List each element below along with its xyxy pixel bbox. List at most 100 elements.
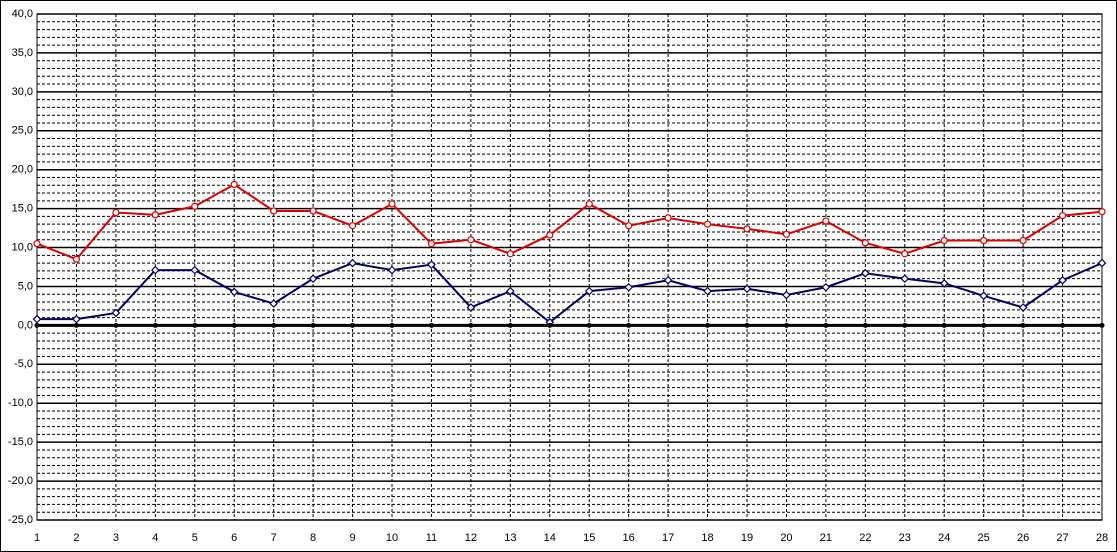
x-tick-label: 10 bbox=[386, 532, 398, 544]
x-tick-label: 26 bbox=[1017, 532, 1029, 544]
point-marker bbox=[229, 287, 239, 297]
point-marker bbox=[269, 299, 279, 308]
point-marker bbox=[350, 322, 356, 328]
point-marker bbox=[111, 308, 121, 318]
point-marker bbox=[744, 322, 750, 328]
x-tick-label: 8 bbox=[310, 532, 316, 544]
x-tick-label: 17 bbox=[662, 532, 674, 544]
x-tick-label: 2 bbox=[73, 532, 79, 544]
point-marker bbox=[822, 217, 830, 225]
point-marker bbox=[427, 240, 436, 248]
point-marker bbox=[32, 314, 42, 324]
point-marker bbox=[112, 208, 120, 217]
point-marker bbox=[387, 265, 397, 275]
point-marker bbox=[466, 303, 476, 312]
y-tick-label: -5,0 bbox=[14, 358, 33, 370]
x-tick-label: 14 bbox=[544, 532, 556, 544]
x-tick-label: 22 bbox=[859, 532, 871, 544]
point-marker bbox=[1060, 322, 1066, 328]
point-marker bbox=[34, 322, 40, 328]
point-marker bbox=[1098, 208, 1106, 216]
point-marker bbox=[546, 231, 554, 239]
point-marker bbox=[705, 322, 711, 328]
x-tick-label: 6 bbox=[231, 532, 237, 544]
point-marker bbox=[191, 202, 199, 210]
point-marker bbox=[823, 322, 829, 328]
y-tick-label: 30,0 bbox=[12, 86, 33, 98]
point-marker bbox=[389, 322, 395, 328]
x-tick-label: 28 bbox=[1096, 532, 1108, 544]
point-marker bbox=[782, 230, 791, 238]
x-tick-label: 5 bbox=[192, 532, 198, 544]
point-marker bbox=[742, 284, 752, 294]
x-tick-label: 13 bbox=[504, 532, 516, 544]
point-marker bbox=[862, 322, 868, 328]
y-tick-label: -10,0 bbox=[8, 397, 33, 409]
point-marker bbox=[271, 322, 277, 328]
point-marker bbox=[860, 268, 870, 278]
point-marker bbox=[902, 322, 908, 328]
point-marker bbox=[703, 286, 712, 296]
point-marker bbox=[113, 322, 119, 328]
point-marker bbox=[151, 211, 159, 219]
point-marker bbox=[1099, 322, 1105, 328]
point-marker bbox=[33, 240, 41, 248]
x-tick-label: 19 bbox=[741, 532, 753, 544]
point-marker bbox=[981, 322, 987, 328]
point-marker bbox=[861, 239, 869, 247]
point-marker bbox=[665, 322, 671, 328]
y-tick-label: -15,0 bbox=[8, 436, 33, 448]
point-marker bbox=[626, 322, 632, 328]
point-marker bbox=[624, 282, 634, 292]
x-tick-label: 1 bbox=[34, 532, 40, 544]
point-marker bbox=[309, 207, 317, 215]
x-tick-label: 25 bbox=[978, 532, 990, 544]
point-marker bbox=[1058, 275, 1067, 285]
point-marker bbox=[310, 322, 316, 328]
y-tick-label: 25,0 bbox=[12, 125, 33, 137]
point-marker bbox=[901, 250, 909, 258]
point-marker bbox=[428, 322, 434, 328]
y-tick-label: 15,0 bbox=[12, 203, 33, 215]
point-marker bbox=[625, 222, 633, 230]
point-marker bbox=[703, 220, 712, 228]
y-tick-label: -25,0 bbox=[8, 514, 33, 526]
point-marker bbox=[979, 291, 989, 301]
x-tick-label: 18 bbox=[701, 532, 713, 544]
point-marker bbox=[743, 225, 751, 233]
point-marker bbox=[821, 282, 831, 292]
point-marker bbox=[1058, 212, 1067, 220]
x-tick-label: 3 bbox=[113, 532, 119, 544]
x-tick-label: 4 bbox=[152, 532, 158, 544]
point-marker bbox=[506, 250, 514, 258]
x-tick-label: 21 bbox=[820, 532, 832, 544]
y-tick-label: 10,0 bbox=[12, 241, 33, 253]
point-marker bbox=[1097, 258, 1107, 268]
x-tick-label: 27 bbox=[1056, 532, 1068, 544]
x-tick-label: 15 bbox=[583, 532, 595, 544]
y-tick-label: 5,0 bbox=[18, 280, 33, 292]
point-marker bbox=[547, 322, 553, 328]
x-tick-label: 23 bbox=[899, 532, 911, 544]
point-marker bbox=[150, 265, 160, 275]
point-marker bbox=[900, 274, 910, 284]
x-tick-label: 12 bbox=[465, 532, 477, 544]
y-tick-label: 0,0 bbox=[18, 319, 33, 331]
point-marker bbox=[308, 274, 318, 284]
point-marker bbox=[939, 278, 949, 288]
point-marker bbox=[1019, 236, 1027, 245]
x-tick-label: 16 bbox=[623, 532, 635, 544]
x-tick-label: 7 bbox=[271, 532, 277, 544]
point-marker bbox=[940, 236, 948, 245]
point-marker bbox=[190, 265, 200, 275]
point-marker bbox=[348, 258, 357, 268]
x-tick-label: 20 bbox=[780, 532, 792, 544]
series-line bbox=[37, 262, 1103, 324]
point-marker bbox=[783, 322, 789, 328]
point-marker bbox=[585, 200, 593, 208]
point-marker bbox=[231, 322, 237, 328]
point-marker bbox=[782, 290, 791, 300]
point-marker bbox=[230, 180, 238, 189]
